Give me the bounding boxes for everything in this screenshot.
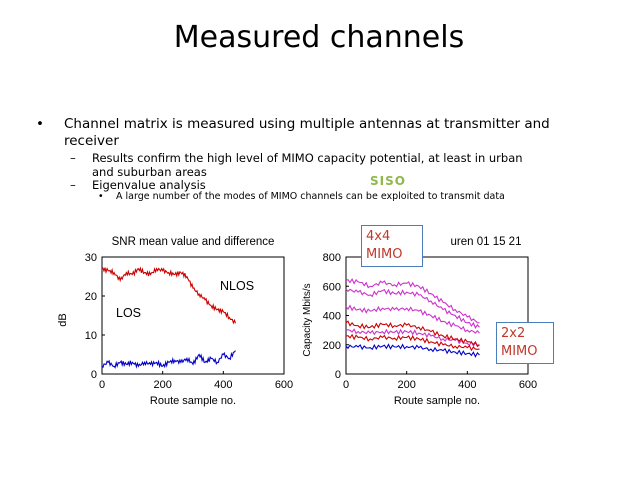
snr-chart: SNR mean value and difference 0 200 400 600… (57, 236, 293, 407)
x-tick-label: 400 (458, 379, 476, 391)
siso-label: SISO (370, 174, 406, 188)
chart-title: SNR mean value and difference (112, 236, 275, 248)
sub-bullet-2-text: Eigenvalue analysis (92, 178, 206, 192)
series-line (345, 277, 480, 324)
y-axis-label: dB (57, 313, 69, 326)
series-line (345, 288, 480, 329)
y-tick-label: 10 (85, 330, 97, 342)
y-tick-label: 400 (323, 311, 341, 323)
callout-line-1: 2x2 (501, 326, 526, 341)
callout-2x2-mimo: 2x2 MIMO (496, 322, 554, 364)
bullet-marker: • (36, 116, 44, 132)
bullet-marker: • (98, 191, 104, 202)
series-line (345, 304, 480, 334)
y-tick-label: 600 (323, 281, 341, 293)
dash-marker: – (70, 151, 76, 165)
los-annotation: LOS (116, 306, 141, 320)
x-tick-label: 0 (99, 379, 105, 391)
plot-area (101, 256, 285, 375)
x-tick-label: 200 (397, 379, 415, 391)
series-line (101, 266, 237, 325)
y-tick-label: 0 (91, 369, 97, 381)
x-axis-label: Route sample no. (150, 395, 236, 407)
series-line (345, 320, 480, 348)
y-tick-label: 30 (85, 252, 97, 264)
x-axis-label: Route sample no. (394, 395, 480, 407)
x-tick-label: 400 (214, 379, 232, 391)
y-axis-label: Capacity Mbits/s (302, 283, 313, 356)
y-tick-label: 20 (85, 291, 97, 303)
callout-line-2: MIMO (501, 344, 538, 359)
y-tick-label: 800 (323, 252, 341, 264)
capacity-chart: uren 01 15 21 0 200 400 600 0 200 400 600 800 Ro… (302, 236, 537, 407)
y-tick-label: 200 (323, 340, 341, 352)
series-line (101, 350, 236, 369)
y-tick-label: 0 (335, 369, 341, 381)
x-tick-label: 600 (275, 379, 293, 391)
callout-4x4-mimo: 4x4 MIMO (361, 225, 423, 267)
nlos-annotation: NLOS (220, 279, 254, 293)
dash-marker: – (70, 178, 76, 192)
callout-line-2: MIMO (366, 247, 403, 262)
series-line (345, 333, 480, 352)
x-tick-label: 0 (343, 379, 349, 391)
x-tick-label: 600 (519, 379, 537, 391)
callout-line-1: 4x4 (366, 229, 391, 244)
bullet-1-text: Channel matrix is measured using multipl… (64, 116, 550, 149)
x-tick-label: 200 (153, 379, 171, 391)
chart-title: uren 01 15 21 (451, 236, 522, 248)
sub-bullet-1-text: Results confirm the high level of MIMO c… (92, 151, 523, 179)
slide-title: Measured channels (173, 20, 465, 55)
sub-sub-bullet-1-text: A large number of the modes of MIMO chan… (116, 191, 505, 202)
series-line (345, 343, 480, 358)
